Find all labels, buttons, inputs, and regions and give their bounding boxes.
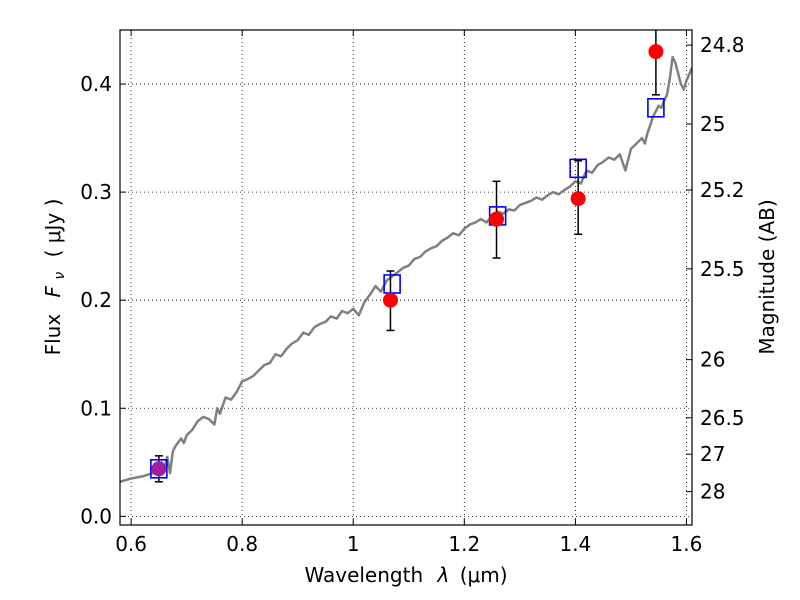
observed-point (382, 292, 398, 308)
plot-area (120, 30, 692, 525)
model-spectrum-layer (120, 55, 692, 483)
synthetic-point (647, 98, 665, 118)
x-tick-label: 0.8 (226, 532, 258, 556)
right-tick-label: 28 (700, 480, 725, 504)
y-axis-label-unit: ( μJy ) (41, 199, 65, 258)
right-axis-ticks: 24.8 25 25.2 25.5 26 26.5 27 28 (686, 33, 745, 504)
y-axis-label-subscript: ν (52, 272, 68, 280)
x-axis-label: Wavelength λ (μm) (304, 563, 507, 587)
observed-point (570, 191, 586, 207)
plot-frame (119, 29, 693, 526)
x-axis-label-unit: (μm) (460, 563, 508, 587)
observed-points (151, 44, 664, 477)
x-tick-label: 0.6 (115, 532, 147, 556)
right-tick-label: 27 (700, 442, 725, 466)
model-spectrum-line (120, 55, 692, 483)
x-tick-label: 1.6 (671, 532, 703, 556)
observed-point (151, 461, 167, 477)
x-axis-ticks: 0.6 0.8 1 1.2 1.4 1.6 (115, 30, 702, 556)
y-axis-ticks: 0.0 0.1 0.2 0.3 0.4 (80, 72, 126, 528)
right-tick-label: 25.5 (700, 257, 745, 281)
observed-point (489, 211, 505, 227)
grid (120, 30, 692, 525)
synthetic-point (150, 458, 168, 479)
x-tick-label: 1.2 (448, 532, 480, 556)
x-axis-label-text: Wavelength (304, 563, 423, 587)
right-tick-label: 25.2 (700, 178, 745, 202)
y-tick-label: 0.3 (80, 180, 112, 204)
observed-point (648, 44, 664, 60)
x-axis-label-symbol: λ (437, 563, 450, 587)
x-tick-label: 1 (347, 532, 360, 556)
right-tick-label: 26 (700, 348, 725, 372)
y-tick-label: 0.2 (80, 288, 112, 312)
y-axis-label-text: Flux (41, 314, 65, 356)
y-axis-label-symbol: F (41, 285, 65, 297)
right-tick-label: 26.5 (700, 406, 745, 430)
right-tick-label: 25 (700, 112, 725, 136)
x-tick-label: 1.4 (559, 532, 591, 556)
y-tick-label: 0.1 (80, 396, 112, 420)
right-tick-label: 24.8 (700, 33, 745, 57)
synthetic-point (569, 158, 587, 179)
y-axis-label: Flux F ν ( μJy ) (41, 199, 69, 356)
right-axis-label: Magnitude (AB) (755, 199, 779, 354)
y-tick-label: 0.4 (80, 72, 112, 96)
synthetic-points (150, 98, 665, 479)
y-tick-label: 0.0 (80, 504, 112, 528)
